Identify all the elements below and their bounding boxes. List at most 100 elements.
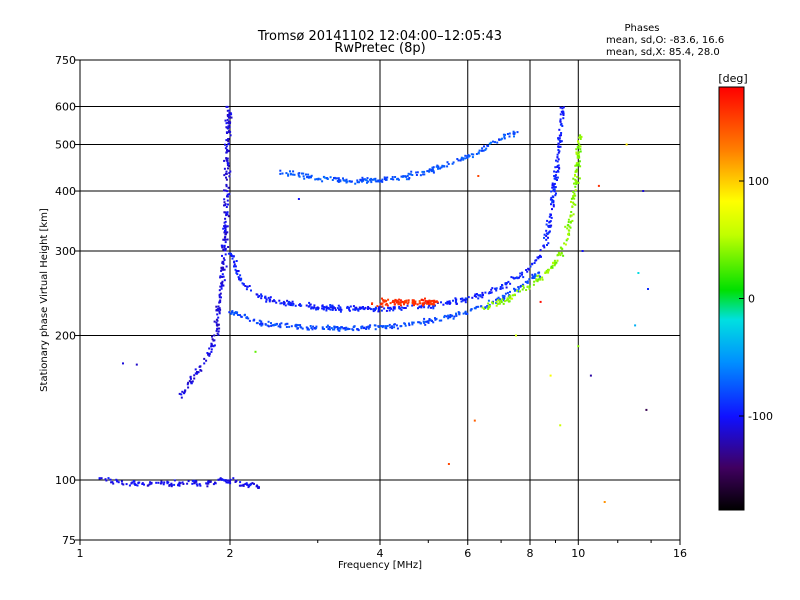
- data-point: [219, 285, 222, 288]
- data-point: [361, 180, 363, 183]
- data-point: [193, 479, 196, 482]
- data-point: [301, 172, 303, 175]
- data-point: [244, 483, 247, 485]
- data-point: [490, 288, 493, 291]
- data-point: [552, 196, 555, 199]
- data-point: [381, 180, 384, 183]
- data-point: [432, 302, 435, 305]
- data-point: [277, 325, 280, 328]
- data-point: [464, 297, 467, 300]
- data-point: [412, 321, 415, 324]
- data-point: [317, 307, 320, 310]
- data-point: [550, 216, 553, 219]
- data-point: [438, 319, 441, 322]
- data-point: [226, 213, 229, 216]
- data-point: [217, 323, 220, 326]
- data-point: [291, 300, 294, 303]
- data-point: [232, 477, 235, 480]
- data-point: [222, 257, 225, 260]
- data-point: [321, 307, 324, 310]
- data-point: [279, 172, 282, 175]
- data-point: [504, 283, 507, 286]
- data-point: [356, 328, 359, 331]
- data-point: [136, 484, 139, 487]
- data-point: [559, 254, 562, 257]
- data-point: [411, 304, 414, 307]
- data-point: [400, 175, 403, 178]
- grid-lines: [80, 60, 680, 540]
- data-point: [271, 300, 274, 303]
- data-point: [336, 307, 339, 310]
- data-point: [421, 298, 423, 301]
- data-point: [502, 297, 505, 300]
- data-point: [227, 150, 230, 152]
- data-point: [405, 178, 408, 181]
- data-point: [404, 307, 407, 309]
- data-point: [225, 139, 228, 142]
- data-point: [332, 307, 334, 310]
- data-point: [233, 313, 235, 316]
- data-point: [224, 189, 227, 192]
- data-point: [345, 326, 348, 329]
- data-point: [380, 179, 383, 182]
- data-point: [545, 238, 548, 241]
- data-point: [225, 212, 228, 215]
- data-point: [570, 197, 573, 200]
- data-point: [545, 235, 548, 237]
- data-point: [333, 326, 336, 329]
- data-point: [567, 218, 570, 221]
- data-point: [150, 481, 153, 484]
- data-point: [482, 149, 485, 152]
- data-point: [419, 174, 422, 177]
- data-point: [206, 485, 209, 488]
- data-point: [571, 205, 574, 208]
- data-point: [484, 291, 487, 294]
- data-point: [470, 308, 473, 311]
- data-point: [562, 114, 565, 116]
- data-point: [189, 377, 192, 380]
- data-point: [281, 172, 284, 175]
- data-point: [557, 145, 560, 148]
- data-point: [551, 184, 554, 187]
- data-point: [473, 419, 476, 422]
- data-point: [573, 182, 575, 185]
- data-point: [220, 478, 223, 481]
- data-point: [474, 307, 477, 310]
- data-point: [566, 237, 569, 240]
- data-point: [210, 350, 213, 353]
- data-point: [503, 137, 506, 140]
- data-point: [337, 178, 340, 181]
- data-point: [431, 166, 434, 169]
- data-point: [199, 484, 202, 487]
- data-point: [221, 254, 223, 257]
- x-tick-label: 16: [673, 547, 687, 560]
- data-point: [317, 308, 319, 311]
- data-point: [222, 267, 225, 270]
- data-point: [219, 276, 222, 279]
- data-point: [512, 130, 515, 133]
- data-point: [218, 300, 221, 303]
- data-point: [507, 298, 510, 301]
- data-point: [495, 298, 497, 301]
- colorbar-label: [deg]: [718, 72, 747, 85]
- chart-title: Tromsø 20141102 12:04:00–12:05:43: [257, 29, 502, 44]
- data-point: [412, 300, 415, 303]
- data-point: [475, 305, 478, 308]
- data-point: [477, 294, 480, 297]
- data-point: [239, 314, 241, 317]
- data-point: [222, 275, 225, 278]
- data-point: [433, 301, 436, 304]
- data-point: [331, 179, 334, 181]
- data-point: [440, 319, 443, 322]
- data-point: [241, 282, 244, 285]
- data-point: [226, 193, 229, 196]
- data-point: [384, 325, 387, 328]
- data-point: [577, 155, 580, 158]
- data-point: [346, 180, 349, 183]
- data-point: [220, 266, 223, 269]
- data-point: [578, 177, 581, 180]
- data-point: [477, 175, 480, 177]
- data-point: [370, 181, 373, 184]
- data-point: [549, 220, 552, 223]
- data-point: [297, 172, 300, 175]
